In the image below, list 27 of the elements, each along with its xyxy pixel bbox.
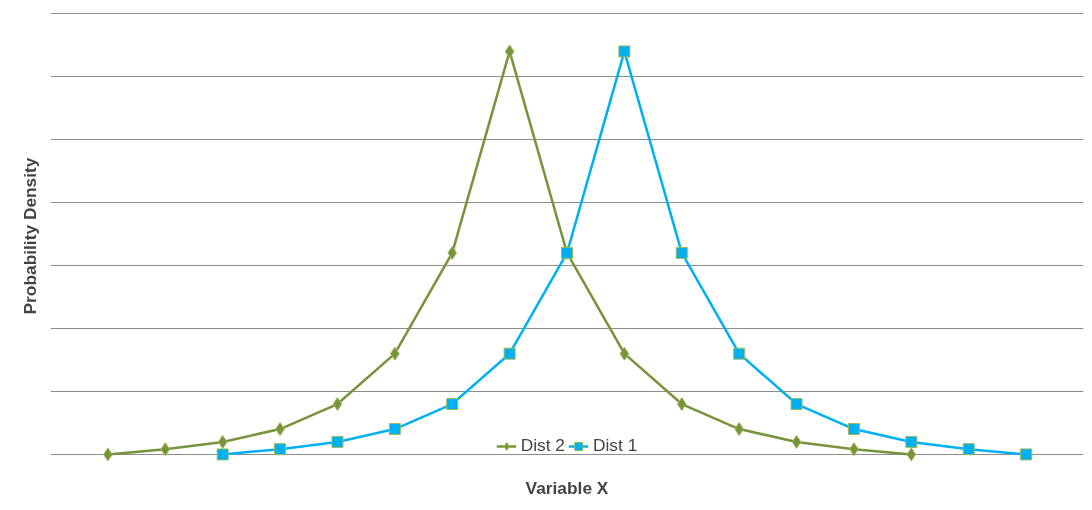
point	[274, 443, 287, 456]
point	[216, 448, 229, 461]
point	[618, 45, 631, 58]
point	[619, 346, 630, 361]
point	[446, 398, 459, 411]
point	[733, 347, 746, 360]
point	[790, 398, 803, 411]
x-axis-title: Variable X	[525, 477, 609, 498]
point	[905, 435, 918, 448]
point	[160, 442, 171, 457]
y-axis-title: Probability Density	[19, 157, 40, 315]
legend-label: Dist 1	[593, 435, 638, 456]
point	[504, 44, 515, 59]
point	[503, 347, 516, 360]
point	[791, 434, 802, 449]
point	[962, 443, 975, 456]
point	[1020, 448, 1033, 461]
point	[847, 423, 860, 436]
point	[447, 245, 458, 260]
legend-label: Dist 2	[520, 435, 565, 456]
point	[676, 397, 687, 412]
point	[332, 397, 343, 412]
point	[217, 434, 228, 449]
point	[906, 447, 917, 462]
point	[388, 423, 401, 436]
point	[675, 246, 688, 259]
point	[331, 435, 344, 448]
